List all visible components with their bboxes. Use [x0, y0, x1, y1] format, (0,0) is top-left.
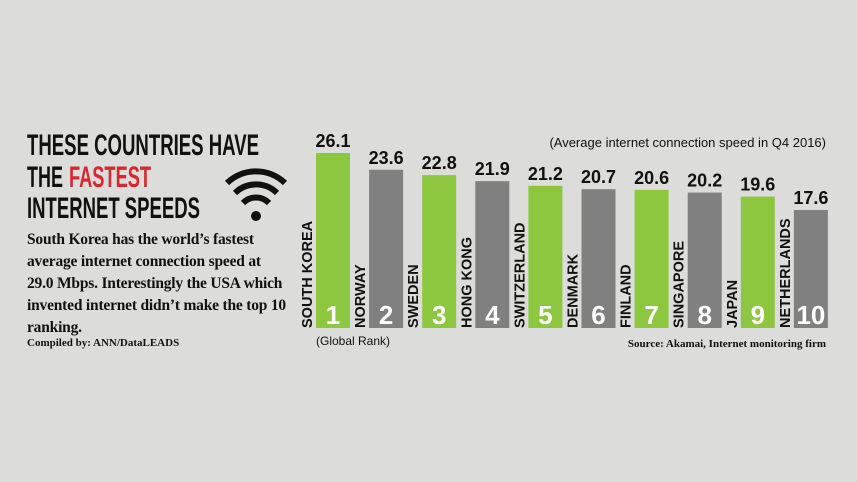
rank-caption: (Global Rank)	[316, 334, 390, 348]
rank-label: 9	[751, 300, 765, 330]
value-label: 21.2	[528, 164, 563, 184]
rank-label: 2	[379, 300, 393, 330]
category-label: SINGAPORE	[672, 241, 688, 328]
bar	[369, 169, 404, 328]
value-label: 19.6	[740, 175, 775, 195]
value-label: 22.8	[422, 153, 457, 173]
bar	[422, 175, 457, 328]
value-label: 23.6	[369, 148, 404, 168]
bar	[316, 153, 350, 328]
compiled-by: Compiled by: ANN/DataLEADS	[27, 337, 179, 349]
description: South Korea has the world’s fastest aver…	[27, 231, 286, 336]
rank-label: 1	[326, 300, 340, 330]
value-label: 26.1	[315, 131, 350, 151]
category-label: SOUTH KOREA	[300, 220, 316, 328]
category-label: SWITZERLAND	[512, 222, 528, 328]
bar	[634, 189, 669, 328]
value-label: 20.6	[634, 168, 669, 188]
subtitle: (Average internet connection speed in Q4…	[549, 135, 826, 150]
title-line: INTERNET SPEEDS	[27, 192, 200, 225]
category-label: SWEDEN	[406, 264, 422, 328]
rank-label: 10	[796, 300, 825, 330]
rank-label: 3	[432, 300, 446, 330]
rank-label: 8	[697, 300, 711, 330]
rank-label: 6	[591, 300, 605, 330]
bar	[475, 181, 510, 328]
value-label: 21.9	[475, 159, 510, 179]
bar	[528, 185, 563, 328]
category-label: FINLAND	[619, 264, 635, 328]
source: Source: Akamai, Internet monitoring firm	[628, 338, 826, 350]
wifi-icon	[224, 168, 288, 221]
bar	[793, 209, 828, 328]
bar	[581, 189, 616, 328]
rank-label: 4	[485, 300, 500, 330]
title-line: THESE COUNTRIES HAVE	[27, 129, 259, 162]
category-label: HONG KONG	[459, 237, 475, 328]
rank-label: 5	[538, 300, 552, 330]
category-label: NORWAY	[353, 264, 369, 328]
category-label: NETHERLANDS	[778, 218, 794, 328]
category-label: DENMARK	[566, 253, 582, 328]
title-highlight: FASTEST	[69, 161, 151, 194]
rank-label: 7	[644, 300, 658, 330]
value-label: 20.7	[581, 167, 616, 187]
value-label: 17.6	[793, 188, 828, 208]
title-line: THE	[27, 161, 63, 194]
bar	[687, 192, 722, 328]
category-label: JAPAN	[725, 280, 741, 328]
bar	[740, 196, 775, 328]
value-label: 20.2	[687, 171, 722, 191]
